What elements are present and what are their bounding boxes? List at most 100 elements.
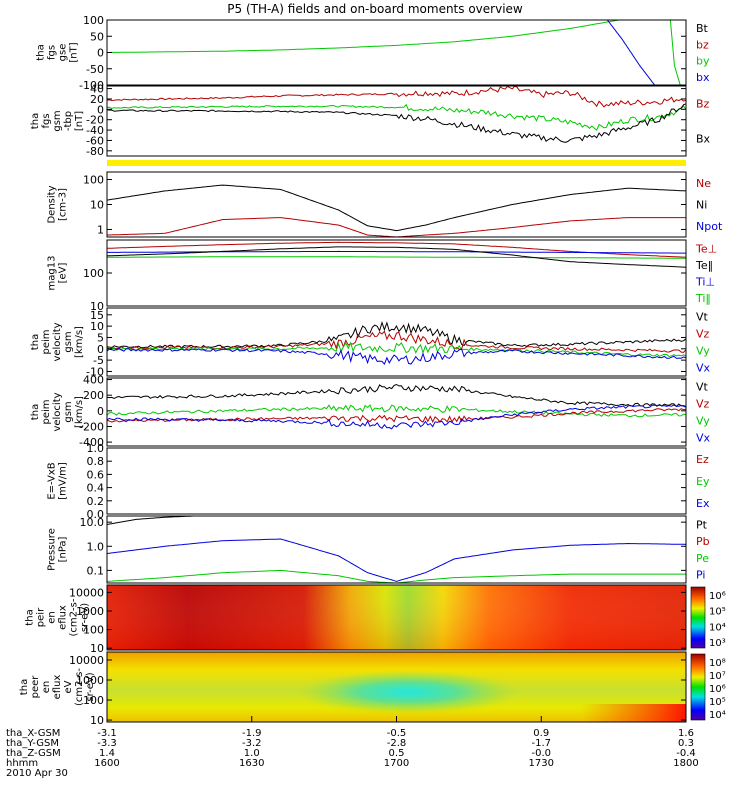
orbit-row-value: -3.1 bbox=[97, 728, 117, 739]
y-tick-label: 1000 bbox=[76, 605, 104, 618]
legend-entry: Vz bbox=[696, 328, 710, 341]
y-tick-label: 100 bbox=[83, 14, 104, 27]
panel-frame bbox=[106, 239, 687, 307]
orbit-row-label: tha_Y-GSM bbox=[6, 738, 59, 749]
legend-entry: Ne bbox=[696, 177, 711, 190]
panel-frame bbox=[106, 515, 687, 584]
panel-pressure: 10.0 1.0 0.1 Pressure[nPa] Pt Pb Pe Pi bbox=[47, 515, 710, 584]
series-velocity-mom-3 bbox=[107, 404, 686, 430]
orbit-row-value: 1600 bbox=[94, 758, 119, 769]
y-tick-label: 400 bbox=[83, 374, 104, 387]
orbit-row-value: 0.3 bbox=[678, 738, 694, 749]
series-velocity-mom-0 bbox=[107, 383, 686, 408]
legend-entry: by bbox=[696, 55, 710, 68]
y-tick-label: -80 bbox=[86, 145, 104, 158]
y-tick-label: 100 bbox=[83, 624, 104, 637]
legend-entry: Vt bbox=[696, 381, 709, 394]
legend-entry: bx bbox=[696, 71, 710, 84]
series-velocity-esa-1 bbox=[107, 330, 686, 353]
y-tick-label: -50 bbox=[86, 63, 104, 76]
date-label: 2010 Apr 30 bbox=[6, 768, 68, 779]
y-tick-label: 5 bbox=[97, 331, 104, 344]
orbit-row-value: -3.3 bbox=[97, 738, 117, 749]
orbit-row-label: tha_Z-GSM bbox=[6, 748, 61, 759]
y-axis-label: mag13[eV] bbox=[47, 256, 69, 291]
series-pressure-0 bbox=[107, 538, 686, 582]
y-tick-label: -5 bbox=[93, 354, 104, 367]
panel-frame bbox=[106, 447, 687, 515]
legend-entry: Bx bbox=[696, 133, 711, 146]
y-tick-label: 10 bbox=[90, 642, 104, 655]
y-axis-label: Density[cm-3] bbox=[47, 185, 69, 223]
panel-fgs-gse: 100 50 0 -50 -100 thafgsgse[nT] Bt bz by bx bbox=[36, 14, 710, 92]
orbit-row-value: -0.4 bbox=[676, 748, 696, 759]
panel-frame bbox=[106, 377, 687, 447]
orbit-row-value: 1.4 bbox=[99, 748, 115, 759]
y-tick-label: -400 bbox=[79, 436, 104, 449]
legend-entry: Vz bbox=[696, 398, 710, 411]
orbit-row-value: 1.0 bbox=[244, 748, 260, 759]
orbit-row-value: -3.2 bbox=[242, 738, 262, 749]
ion-colorbar bbox=[690, 586, 706, 649]
series-velocity-esa-3 bbox=[107, 348, 686, 366]
y-axis-label: thapeerenefluxeV(cm2-s-sr-eV) bbox=[19, 668, 96, 706]
separator-band bbox=[107, 160, 686, 166]
series-velocity-mom-1 bbox=[107, 404, 686, 418]
orbit-row-value: -1.7 bbox=[531, 738, 551, 749]
orbit-row-value: 0.9 bbox=[533, 728, 549, 739]
y-tick-label: 200 bbox=[83, 389, 104, 402]
series-fgs-gsm-1 bbox=[107, 103, 686, 131]
legend-entry: Bz bbox=[696, 98, 710, 111]
y-axis-label: thapeireneflux(cm2-s-sr-eV) bbox=[25, 598, 91, 636]
legend-entry: Ey bbox=[696, 475, 710, 488]
series-fgs-gse-1 bbox=[606, 20, 656, 85]
y-tick-label: 0 bbox=[97, 405, 104, 418]
colorbar-tick-label: 10⁷ bbox=[709, 671, 726, 682]
series-temperature-2 bbox=[107, 256, 686, 259]
legend-entry: Ti⊥ bbox=[695, 275, 715, 288]
colorbar-tick-label: 10⁵ bbox=[709, 607, 726, 618]
y-tick-label: 0.8 bbox=[87, 455, 105, 468]
y-tick-label: 15 bbox=[90, 309, 104, 322]
y-axis-label: thafgsgse[nT] bbox=[36, 42, 80, 62]
legend-entry: Ex bbox=[696, 497, 710, 510]
panel-ion-spectrogram: 10000 1000 100 10 thapeireneflux(cm2-s-sr-eV… bbox=[25, 584, 726, 655]
ion-spectrogram-shade bbox=[107, 585, 686, 650]
orbit-axis-labels: tha_X-GSM -3.1 -1.9 -0.5 0.9 1.6 tha_Y-GSM -3.3… bbox=[6, 716, 699, 779]
panel-velocity-mom: 400 200 0 -200 -400 thapeimvelocitygsm[km/s] V… bbox=[30, 374, 711, 450]
series-fgs-gse-2 bbox=[669, 20, 682, 85]
series-density-0 bbox=[107, 184, 686, 232]
orbit-row-value: 1730 bbox=[529, 758, 554, 769]
panel-frame bbox=[106, 19, 687, 86]
legend-entry: Bt bbox=[696, 22, 709, 35]
legend-entry: Ti‖ bbox=[695, 292, 711, 305]
y-tick-label: 0 bbox=[97, 103, 104, 116]
y-tick-label: 40 bbox=[90, 83, 104, 96]
orbit-row-value: 1630 bbox=[239, 758, 264, 769]
y-tick-label: 1 bbox=[97, 223, 104, 236]
legend-entry: Vx bbox=[696, 362, 711, 375]
panel-electron-spectrogram: 10000 1000 100 10 thapeerenefluxeV(cm2-s-sr-… bbox=[19, 651, 726, 727]
y-tick-label: -200 bbox=[79, 420, 104, 433]
y-tick-label: -100 bbox=[79, 79, 104, 92]
y-tick-label: -20 bbox=[86, 114, 104, 127]
y-tick-label: 10 bbox=[90, 300, 104, 313]
legend-entry: Pe bbox=[696, 552, 709, 565]
legend-entry: Te⊥ bbox=[695, 242, 717, 255]
y-axis-label: thafgsgsm-tbp[nT] bbox=[30, 110, 85, 131]
y-tick-label: 10 bbox=[90, 320, 104, 333]
colorbar-tick-label: 10⁵ bbox=[709, 697, 726, 708]
y-tick-label: 100 bbox=[83, 694, 104, 707]
y-tick-label: -60 bbox=[86, 134, 104, 147]
y-tick-label: 1.0 bbox=[87, 442, 105, 455]
panel-efield: 1.00.80.60.40.20.0 E=-VxB[mV/m] Ez Ey Ex bbox=[47, 442, 710, 521]
panel-frame bbox=[106, 584, 687, 651]
legend-entry: Npot bbox=[696, 220, 723, 233]
series-density-1 bbox=[107, 217, 686, 237]
y-tick-label: -10 bbox=[86, 365, 104, 378]
colorbar-tick-label: 10⁶ bbox=[709, 591, 726, 602]
series-pressure-2 bbox=[107, 516, 194, 525]
panel-density: 100 10 1 Density[cm-3] Ne Ni Npot bbox=[47, 171, 723, 238]
panel-temperature: 100 10 mag13[eV] Te⊥ Te‖ Ti⊥ Ti‖ bbox=[47, 239, 717, 313]
